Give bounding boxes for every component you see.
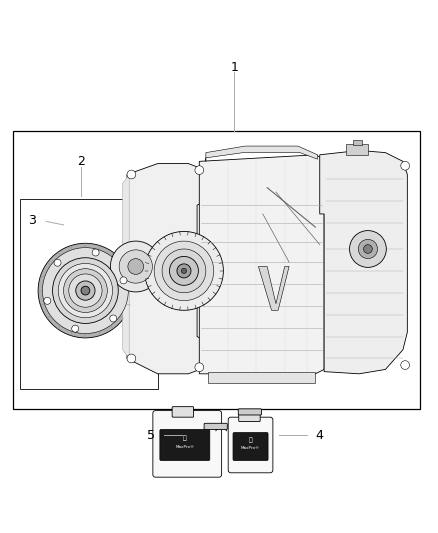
- Polygon shape: [258, 266, 289, 310]
- Circle shape: [69, 274, 102, 307]
- Text: MaxPro®: MaxPro®: [241, 446, 260, 450]
- Text: 3: 3: [28, 214, 35, 227]
- Circle shape: [401, 161, 410, 170]
- Circle shape: [177, 264, 191, 278]
- Polygon shape: [208, 372, 315, 383]
- Circle shape: [81, 286, 90, 295]
- Circle shape: [64, 269, 107, 312]
- Polygon shape: [206, 146, 318, 161]
- FancyBboxPatch shape: [153, 410, 222, 477]
- Bar: [20, 199, 158, 389]
- Circle shape: [162, 249, 206, 293]
- Circle shape: [154, 241, 214, 301]
- Circle shape: [120, 277, 127, 284]
- Circle shape: [195, 363, 204, 372]
- Circle shape: [127, 354, 136, 363]
- Polygon shape: [199, 155, 324, 374]
- FancyBboxPatch shape: [204, 423, 227, 430]
- Bar: [353, 140, 362, 145]
- FancyBboxPatch shape: [233, 432, 268, 461]
- Text: Ⓜ: Ⓜ: [249, 438, 252, 443]
- Circle shape: [127, 170, 136, 179]
- Circle shape: [358, 239, 378, 259]
- Circle shape: [42, 248, 128, 334]
- FancyBboxPatch shape: [172, 407, 194, 417]
- FancyBboxPatch shape: [239, 413, 260, 422]
- Circle shape: [145, 231, 223, 310]
- Circle shape: [110, 315, 117, 322]
- Text: Ⓜ: Ⓜ: [183, 435, 187, 441]
- Circle shape: [72, 325, 79, 332]
- Circle shape: [54, 259, 61, 266]
- Polygon shape: [127, 164, 206, 374]
- Circle shape: [181, 268, 187, 273]
- Circle shape: [44, 297, 51, 304]
- FancyBboxPatch shape: [160, 430, 210, 461]
- Circle shape: [58, 263, 113, 318]
- Circle shape: [170, 256, 198, 285]
- Circle shape: [38, 243, 133, 338]
- FancyBboxPatch shape: [238, 409, 261, 415]
- Text: 2: 2: [77, 155, 85, 168]
- Circle shape: [364, 245, 372, 253]
- Circle shape: [119, 250, 152, 283]
- Polygon shape: [346, 144, 368, 155]
- Polygon shape: [123, 174, 129, 359]
- Text: 5: 5: [147, 429, 155, 442]
- Polygon shape: [320, 150, 407, 374]
- Text: MaxPro®: MaxPro®: [175, 445, 194, 449]
- Text: 1: 1: [230, 61, 238, 74]
- Circle shape: [110, 241, 161, 292]
- Circle shape: [92, 249, 99, 256]
- Circle shape: [401, 361, 410, 369]
- Circle shape: [76, 281, 95, 300]
- Circle shape: [195, 166, 204, 174]
- Bar: [13, 131, 420, 409]
- Text: 4: 4: [316, 429, 324, 442]
- Circle shape: [53, 258, 118, 324]
- FancyBboxPatch shape: [228, 417, 273, 473]
- Circle shape: [350, 231, 386, 268]
- Circle shape: [128, 259, 144, 274]
